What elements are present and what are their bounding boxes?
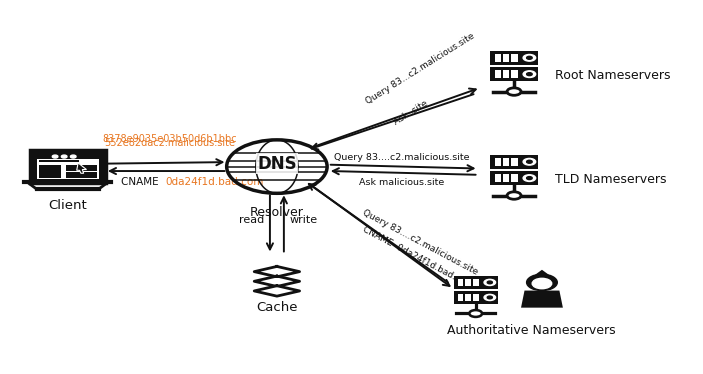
Text: Client: Client <box>49 199 87 212</box>
Text: Ask .site: Ask .site <box>392 99 430 127</box>
FancyBboxPatch shape <box>66 165 97 171</box>
Circle shape <box>470 310 482 317</box>
Circle shape <box>523 175 536 181</box>
FancyBboxPatch shape <box>473 279 479 286</box>
Text: Query 83....c2.malicious.site: Query 83....c2.malicious.site <box>334 153 469 162</box>
Text: 8378e9035e03b50d6b1bbc: 8378e9035e03b50d6b1bbc <box>103 134 238 144</box>
FancyBboxPatch shape <box>511 174 517 182</box>
Text: CNAME  0da24f1d.bad.com: CNAME 0da24f1d.bad.com <box>361 225 475 291</box>
Circle shape <box>52 155 58 158</box>
FancyBboxPatch shape <box>39 160 79 162</box>
FancyBboxPatch shape <box>454 276 498 289</box>
FancyBboxPatch shape <box>39 156 79 159</box>
Text: read: read <box>239 215 264 225</box>
Circle shape <box>523 159 536 165</box>
Polygon shape <box>254 276 299 286</box>
Circle shape <box>527 160 532 163</box>
Circle shape <box>527 56 532 59</box>
FancyBboxPatch shape <box>473 294 479 301</box>
Circle shape <box>487 296 492 299</box>
FancyBboxPatch shape <box>458 279 463 286</box>
Text: Query 83....c2.malicious.site: Query 83....c2.malicious.site <box>361 208 479 277</box>
FancyBboxPatch shape <box>494 54 501 62</box>
Text: TLD Nameservers: TLD Nameservers <box>555 173 666 186</box>
FancyBboxPatch shape <box>490 67 538 81</box>
Polygon shape <box>527 270 557 281</box>
Text: Authoritative Nameservers: Authoritative Nameservers <box>447 324 616 337</box>
FancyBboxPatch shape <box>465 279 471 286</box>
FancyBboxPatch shape <box>66 172 97 178</box>
Text: 552e82dac2.malicious.site: 552e82dac2.malicious.site <box>105 138 236 148</box>
FancyBboxPatch shape <box>494 174 501 182</box>
Circle shape <box>487 281 492 284</box>
Text: CNAME: CNAME <box>122 177 165 187</box>
Circle shape <box>507 192 521 199</box>
FancyBboxPatch shape <box>503 70 509 78</box>
Circle shape <box>484 279 496 285</box>
Circle shape <box>527 274 557 291</box>
FancyBboxPatch shape <box>494 70 501 78</box>
Polygon shape <box>77 163 86 173</box>
FancyBboxPatch shape <box>503 174 509 182</box>
Circle shape <box>532 278 552 289</box>
Circle shape <box>507 88 521 95</box>
FancyBboxPatch shape <box>490 171 538 185</box>
Text: Query 83...c2.malicious.site: Query 83...c2.malicious.site <box>364 32 476 107</box>
FancyBboxPatch shape <box>511 158 517 166</box>
FancyBboxPatch shape <box>37 154 98 180</box>
FancyBboxPatch shape <box>494 158 501 166</box>
Text: Cache: Cache <box>256 301 297 314</box>
FancyBboxPatch shape <box>511 70 517 78</box>
Polygon shape <box>254 266 299 277</box>
FancyBboxPatch shape <box>465 294 471 301</box>
Circle shape <box>484 294 496 301</box>
Circle shape <box>523 71 536 77</box>
FancyBboxPatch shape <box>490 155 538 169</box>
Text: Resolver: Resolver <box>250 206 304 219</box>
Polygon shape <box>521 291 563 308</box>
Circle shape <box>527 73 532 76</box>
Text: Ask malicious.site: Ask malicious.site <box>359 178 444 187</box>
FancyBboxPatch shape <box>37 154 98 159</box>
FancyBboxPatch shape <box>30 150 105 183</box>
Text: DNS: DNS <box>257 154 297 173</box>
Text: Root Nameservers: Root Nameservers <box>555 69 670 82</box>
FancyBboxPatch shape <box>511 54 517 62</box>
Circle shape <box>523 55 536 61</box>
Circle shape <box>61 155 67 158</box>
FancyBboxPatch shape <box>490 51 538 65</box>
FancyBboxPatch shape <box>503 158 509 166</box>
Circle shape <box>527 177 532 180</box>
Text: write: write <box>290 215 318 225</box>
FancyBboxPatch shape <box>503 54 509 62</box>
FancyBboxPatch shape <box>458 294 463 301</box>
FancyBboxPatch shape <box>454 291 498 304</box>
Polygon shape <box>254 286 299 296</box>
Text: 0da24f1d.bad.com: 0da24f1d.bad.com <box>165 177 264 187</box>
FancyBboxPatch shape <box>39 165 61 178</box>
Circle shape <box>70 155 76 158</box>
